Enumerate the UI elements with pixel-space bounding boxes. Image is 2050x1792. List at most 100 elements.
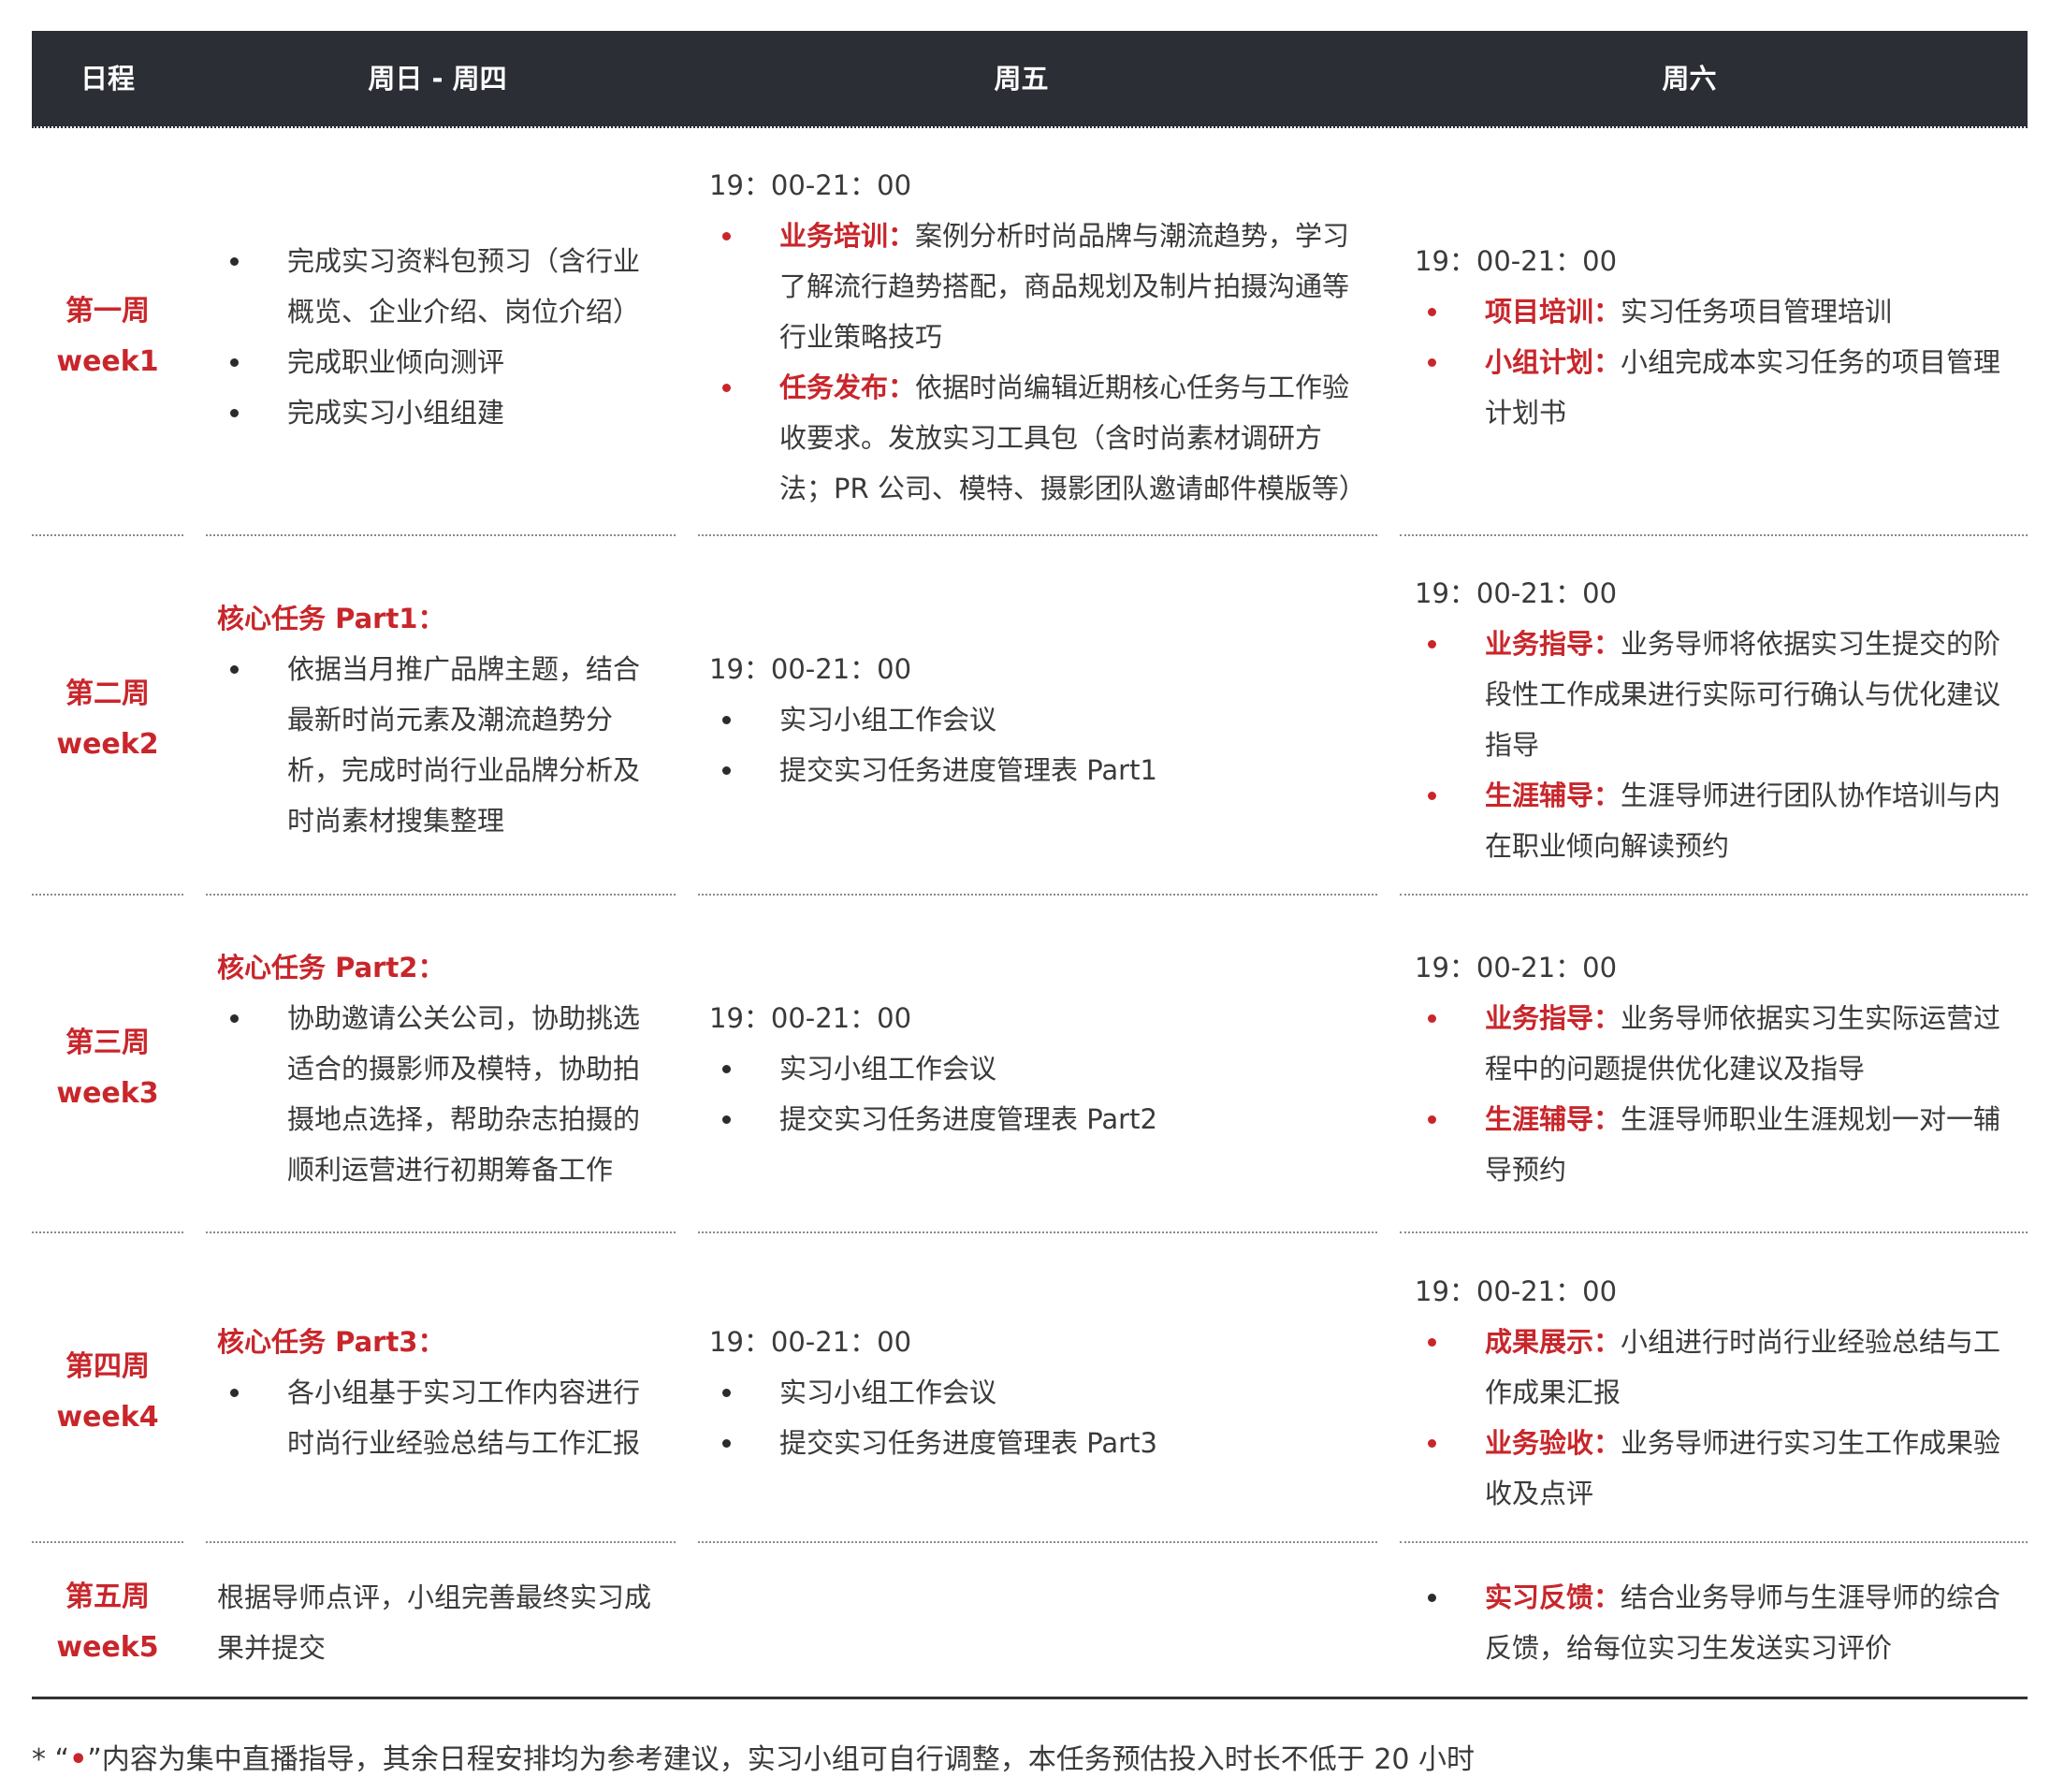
core-task-title: 核心任务 Part2： xyxy=(217,952,445,983)
task-list: 实习反馈：结合业务导师与生涯导师的综合反馈，给每位实习生发送实习评价 xyxy=(1415,1572,2014,1673)
list-item: 各小组基于实习工作内容进行时尚行业经验总结与工作汇报 xyxy=(230,1377,641,1459)
list-item: 实习小组工作会议 xyxy=(722,1377,997,1408)
row-divider xyxy=(698,894,1377,896)
time-slot: 19：00-21：00 xyxy=(709,653,912,685)
task-list: 实习小组工作会议 提交实习任务进度管理表 Part2 xyxy=(709,1043,1364,1144)
list-item: 实习小组工作会议 xyxy=(722,1053,997,1085)
fri-cell: 19：00-21：00 业务培训：案例分析时尚品牌与潮流趋势，学习了解流行趋势搭… xyxy=(709,160,1366,514)
fri-cell: 19：00-21：00 实习小组工作会议 提交实习任务进度管理表 Part3 xyxy=(709,1317,1364,1468)
list-item: 完成实习小组组建 xyxy=(230,397,505,429)
final-task-text: 根据导师点评，小组完善最终实习成果并提交 xyxy=(217,1581,652,1664)
sat-cell: 实习反馈：结合业务导师与生涯导师的综合反馈，给每位实习生发送实习评价 xyxy=(1415,1572,2014,1673)
task-list: 各小组基于实习工作内容进行时尚行业经验总结与工作汇报 xyxy=(217,1367,666,1468)
list-item: 小组计划：小组完成本实习任务的项目管理计划书 xyxy=(1428,346,2001,429)
list-item: 任务发布：依据时尚编辑近期核心任务与工作验收要求。发放实习工具包（含时尚素材调研… xyxy=(722,372,1366,504)
time-slot: 19：00-21：00 xyxy=(709,169,912,201)
list-item: 业务培训：案例分析时尚品牌与潮流趋势，学习了解流行趋势搭配，商品规划及制片拍摄沟… xyxy=(722,220,1350,353)
list-item: 完成职业倾向测评 xyxy=(230,346,505,378)
core-task-title: 核心任务 Part1： xyxy=(217,603,445,634)
list-item: 提交实习任务进度管理表 Part2 xyxy=(722,1103,1157,1135)
list-item: 成果展示：小组进行时尚行业经验总结与工作成果汇报 xyxy=(1428,1326,2001,1408)
time-slot: 19：00-21：00 xyxy=(709,1326,912,1358)
week-label: 第四周 week4 xyxy=(32,1342,183,1443)
sat-cell: 19：00-21：00 成果展示：小组进行时尚行业经验总结与工作成果汇报 业务验… xyxy=(1415,1266,2014,1519)
list-item: 项目培训：实习任务项目管理培训 xyxy=(1428,296,1893,328)
week-cn: 第五周 xyxy=(65,1581,150,1613)
list-item: 业务指导：业务导师将依据实习生提交的阶段性工作成果进行实际可行确认与优化建议指导 xyxy=(1428,628,2001,761)
time-slot: 19：00-21：00 xyxy=(1415,1275,1618,1307)
week-en: week4 xyxy=(56,1401,159,1434)
week-en: week1 xyxy=(56,345,159,378)
row-divider xyxy=(32,894,183,896)
week-cn: 第一周 xyxy=(65,295,150,328)
row-divider xyxy=(698,1541,1377,1543)
task-list: 实习小组工作会议 提交实习任务进度管理表 Part3 xyxy=(709,1367,1364,1468)
week-cn: 第四周 xyxy=(65,1350,150,1383)
header-fri: 周五 xyxy=(994,63,1049,95)
row-divider xyxy=(206,894,676,896)
live-list: 项目培训：实习任务项目管理培训 小组计划：小组完成本实习任务的项目管理计划书 xyxy=(1415,286,2014,438)
list-item: 依据当月推广品牌主题，结合最新时尚元素及潮流趋势分析，完成时尚行业品牌分析及时尚… xyxy=(230,653,641,837)
list-item: 生涯辅导：生涯导师职业生涯规划一对一辅导预约 xyxy=(1428,1103,2001,1186)
time-slot: 19：00-21：00 xyxy=(1415,245,1618,277)
sun-thu-cell: 核心任务 Part1： 依据当月推广品牌主题，结合最新时尚元素及潮流趋势分析，完… xyxy=(217,593,666,846)
live-list: 业务培训：案例分析时尚品牌与潮流趋势，学习了解流行趋势搭配，商品规划及制片拍摄沟… xyxy=(709,211,1366,514)
sun-thu-cell: 根据导师点评，小组完善最终实习成果并提交 xyxy=(217,1572,666,1673)
footnote-prefix: * “ xyxy=(32,1743,70,1776)
live-list: 成果展示：小组进行时尚行业经验总结与工作成果汇报 业务验收：业务导师进行实习生工… xyxy=(1415,1317,2014,1519)
list-item: 实习反馈：结合业务导师与生涯导师的综合反馈，给每位实习生发送实习评价 xyxy=(1428,1581,2001,1664)
list-item: 提交实习任务进度管理表 Part3 xyxy=(722,1427,1157,1459)
week-cn: 第三周 xyxy=(65,1027,150,1059)
row-divider xyxy=(1400,894,2028,896)
row-divider xyxy=(206,534,676,536)
list-item: 业务指导：业务导师依据实习生实际运营过程中的问题提供优化建议及指导 xyxy=(1428,1002,2001,1085)
task-list: 协助邀请公关公司，协助挑选适合的摄影师及模特，协助拍摄地点选择，帮助杂志拍摄的顺… xyxy=(217,993,666,1195)
fri-cell: 19：00-21：00 实习小组工作会议 提交实习任务进度管理表 Part1 xyxy=(709,644,1364,795)
fri-cell: 19：00-21：00 实习小组工作会议 提交实习任务进度管理表 Part2 xyxy=(709,993,1364,1144)
row-divider xyxy=(32,1541,183,1543)
sat-cell: 19：00-21：00 项目培训：实习任务项目管理培训 小组计划：小组完成本实习… xyxy=(1415,236,2014,438)
row-divider xyxy=(206,1541,676,1543)
week-en: week5 xyxy=(56,1631,159,1664)
week-label: 第三周 week3 xyxy=(32,1018,183,1119)
task-list: 实习小组工作会议 提交实习任务进度管理表 Part1 xyxy=(709,694,1364,795)
table-header: 日程 周日 - 周四 周五 周六 xyxy=(32,31,2028,126)
row-divider xyxy=(32,1231,183,1233)
time-slot: 19：00-21：00 xyxy=(1415,952,1618,983)
sun-thu-cell: 核心任务 Part2： 协助邀请公关公司，协助挑选适合的摄影师及模特，协助拍摄地… xyxy=(217,942,666,1195)
header-sat: 周六 xyxy=(1662,63,1717,95)
week-en: week3 xyxy=(56,1077,159,1110)
time-slot: 19：00-21：00 xyxy=(1415,577,1618,609)
row-divider xyxy=(1400,534,2028,536)
header-schedule: 日程 xyxy=(80,63,135,95)
table-bottom-rule xyxy=(32,1697,2028,1699)
footnote: * “•”内容为集中直播指导，其余日程安排均为参考建议，实习小组可自行调整，本任… xyxy=(32,1736,1475,1777)
footnote-text: ”内容为集中直播指导，其余日程安排均为参考建议，实习小组可自行调整，本任务预估投… xyxy=(87,1743,1476,1776)
row-divider xyxy=(32,534,183,536)
task-list: 完成实习资料包预习（含行业概览、企业介绍、岗位介绍） 完成职业倾向测评 完成实习… xyxy=(217,236,647,438)
week-cn: 第二周 xyxy=(65,677,150,710)
row-divider xyxy=(206,1231,676,1233)
list-item: 协助邀请公关公司，协助挑选适合的摄影师及模特，协助拍摄地点选择，帮助杂志拍摄的顺… xyxy=(230,1002,641,1186)
red-dot-icon: • xyxy=(69,1743,88,1776)
header-sun-thu: 周日 - 周四 xyxy=(368,63,507,95)
list-item: 实习小组工作会议 xyxy=(722,704,997,736)
week-label: 第五周 week5 xyxy=(32,1572,183,1673)
core-task-title: 核心任务 Part3： xyxy=(217,1326,445,1358)
list-item: 业务验收：业务导师进行实习生工作成果验收及点评 xyxy=(1428,1427,2001,1509)
header-divider xyxy=(32,126,2028,128)
row-divider xyxy=(1400,1231,2028,1233)
live-list: 业务指导：业务导师依据实习生实际运营过程中的问题提供优化建议及指导 生涯辅导：生… xyxy=(1415,993,2014,1195)
sat-cell: 19：00-21：00 业务指导：业务导师将依据实习生提交的阶段性工作成果进行实… xyxy=(1415,568,2014,871)
time-slot: 19：00-21：00 xyxy=(709,1002,912,1034)
week-label: 第二周 week2 xyxy=(32,669,183,770)
live-list: 业务指导：业务导师将依据实习生提交的阶段性工作成果进行实际可行确认与优化建议指导… xyxy=(1415,619,2014,871)
row-divider xyxy=(698,1231,1377,1233)
task-list: 依据当月推广品牌主题，结合最新时尚元素及潮流趋势分析，完成时尚行业品牌分析及时尚… xyxy=(217,644,666,846)
row-divider xyxy=(1400,1541,2028,1543)
week-en: week2 xyxy=(56,728,159,761)
list-item: 生涯辅导：生涯导师进行团队协作培训与内在职业倾向解读预约 xyxy=(1428,779,2001,862)
sat-cell: 19：00-21：00 业务指导：业务导师依据实习生实际运营过程中的问题提供优化… xyxy=(1415,942,2014,1195)
row-divider xyxy=(698,534,1377,536)
